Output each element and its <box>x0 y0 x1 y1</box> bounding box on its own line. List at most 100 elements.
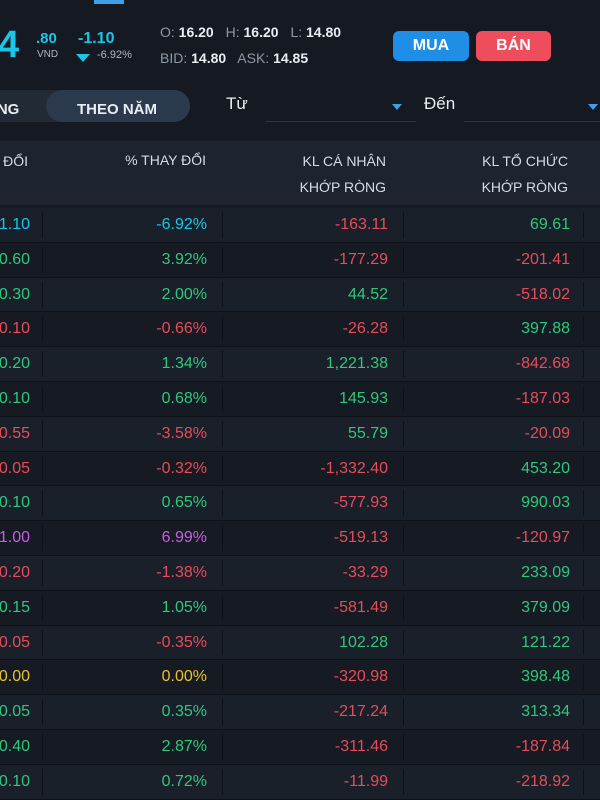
cell-institutional-net: 121.22 <box>521 633 570 651</box>
col-header-percent-change[interactable]: % THAY ĐỔI <box>125 152 206 168</box>
period-option-monthly[interactable]: ĂNG <box>0 101 20 118</box>
cell-change: 0.55 <box>0 424 30 442</box>
column-divider <box>222 559 223 586</box>
cell-percent-change: 0.68% <box>161 389 207 407</box>
table-row[interactable]: 0.20 1.34% 1,221.38 -842.68 <box>0 347 600 382</box>
cell-institutional-net: 313.34 <box>521 703 570 721</box>
currency-label: VND <box>37 49 59 60</box>
cell-individual-net: -311.46 <box>334 737 388 755</box>
column-divider <box>403 316 404 343</box>
price-change-percent: -6.92% <box>97 49 132 61</box>
column-divider <box>403 768 404 795</box>
column-divider <box>42 420 43 447</box>
to-date-label: Đến <box>424 94 456 113</box>
table-row[interactable]: 0.10 -0.66% -26.28 397.88 <box>0 312 600 348</box>
cell-institutional-net: -201.41 <box>515 250 570 268</box>
column-divider <box>42 246 43 273</box>
column-divider <box>403 351 404 377</box>
from-date-label: Từ <box>226 94 248 113</box>
cell-percent-change: 1.34% <box>161 355 207 373</box>
column-divider <box>42 385 43 412</box>
cell-institutional-net: 379.09 <box>521 598 570 616</box>
table-row[interactable]: 0.05 -0.32% -1,332.40 453.20 <box>0 451 600 487</box>
table-row[interactable]: 0.10 0.72% -11.99 -218.92 <box>0 764 600 800</box>
cell-percent-change: 2.00% <box>161 285 207 303</box>
column-divider <box>583 664 584 691</box>
table-row[interactable]: 0.30 2.00% 44.52 -518.02 <box>0 277 600 313</box>
cell-percent-change: -3.58% <box>156 424 207 442</box>
column-divider <box>403 420 404 447</box>
last-price-decimal: .80 <box>36 30 57 47</box>
col-header-institutional-net[interactable]: KL TỔ CHỨC KHỚP RÒNG <box>481 153 568 195</box>
table-row[interactable]: 0.05 -0.35% 102.28 121.22 <box>0 625 600 661</box>
cell-change: 0.15 <box>0 598 30 616</box>
cell-institutional-net: -187.03 <box>515 389 570 407</box>
column-divider <box>583 212 584 238</box>
caret-down-icon[interactable] <box>588 104 598 110</box>
column-divider <box>222 351 223 377</box>
cell-change: 0.60 <box>0 250 30 268</box>
high-label: H: <box>225 24 240 40</box>
cell-percent-change: 2.87% <box>161 737 207 755</box>
column-divider <box>42 455 43 482</box>
table-row[interactable]: 1.00 6.99% -519.13 -120.97 <box>0 521 600 556</box>
column-divider <box>42 559 43 586</box>
table-row[interactable]: 0.15 1.05% -581.49 379.09 <box>0 590 600 626</box>
period-option-yearly[interactable]: THEO NĂM <box>46 90 190 122</box>
table-body: 1.10 -6.92% -163.11 69.61 0.60 3.92% -177.29 -2… <box>0 208 600 800</box>
cell-change: 0.20 <box>0 563 30 581</box>
price-change: -1.10 <box>78 30 115 47</box>
from-date-picker[interactable] <box>266 92 416 122</box>
column-divider <box>42 490 43 517</box>
buy-button[interactable]: MUA <box>393 31 469 61</box>
table-row[interactable]: 0.55 -3.58% 55.79 -20.09 <box>0 416 600 452</box>
table-row[interactable]: 0.00 0.00% -320.98 398.48 <box>0 660 600 696</box>
bid-ask-summary: BID: 14.80 ASK: 14.85 <box>160 50 316 66</box>
column-divider <box>583 594 584 621</box>
cell-change: 0.10 <box>0 772 30 790</box>
column-divider <box>583 699 584 725</box>
table-row[interactable]: 0.20 -1.38% -33.29 233.09 <box>0 555 600 591</box>
cell-individual-net: -26.28 <box>342 320 388 338</box>
cell-percent-change: -6.92% <box>156 216 207 233</box>
table-row[interactable]: 0.05 0.35% -217.24 313.34 <box>0 695 600 730</box>
table-row[interactable]: 0.40 2.87% -311.46 -187.84 <box>0 729 600 765</box>
column-divider <box>583 455 584 482</box>
column-divider <box>403 699 404 725</box>
column-divider <box>583 490 584 517</box>
high-value: 16.20 <box>243 24 279 40</box>
caret-down-icon[interactable] <box>392 104 402 110</box>
column-divider <box>42 629 43 656</box>
cell-institutional-net: -218.92 <box>515 772 570 790</box>
column-divider <box>222 490 223 517</box>
col-header-change[interactable]: ĐỔI <box>3 153 28 169</box>
cell-percent-change: 1.05% <box>161 598 207 616</box>
cell-change: 0.10 <box>0 494 30 512</box>
column-divider <box>42 351 43 377</box>
sell-button[interactable]: BÁN <box>476 31 551 61</box>
column-divider <box>403 664 404 691</box>
cell-change: 0.30 <box>0 285 30 303</box>
to-date-picker[interactable] <box>464 92 600 122</box>
table-header: ĐỔI % THAY ĐỔI KL CÁ NHÂN KHỚP RÒNG KL T… <box>0 141 600 205</box>
column-divider <box>222 385 223 412</box>
cell-institutional-net: 398.48 <box>521 668 570 686</box>
column-divider <box>222 594 223 621</box>
quote-header: 4 .80 VND -1.10 -6.92% O: 16.20 H: 16.20… <box>0 0 600 86</box>
cell-change: 0.05 <box>0 459 30 477</box>
column-divider <box>42 316 43 343</box>
cell-individual-net: -33.29 <box>342 563 388 581</box>
table-row[interactable]: 0.10 0.68% 145.93 -187.03 <box>0 381 600 417</box>
cell-percent-change: -0.32% <box>156 459 207 477</box>
column-divider <box>583 281 584 308</box>
cell-individual-net: 55.79 <box>347 424 388 442</box>
column-divider <box>222 281 223 308</box>
cell-change: 0.20 <box>0 355 30 373</box>
table-row[interactable]: 1.10 -6.92% -163.11 69.61 <box>0 208 600 243</box>
col-header-individual-net[interactable]: KL CÁ NHÂN KHỚP RÒNG <box>299 153 386 195</box>
table-row[interactable]: 0.60 3.92% -177.29 -201.41 <box>0 242 600 278</box>
column-divider <box>222 316 223 343</box>
column-divider <box>222 525 223 551</box>
table-row[interactable]: 0.10 0.65% -577.93 990.03 <box>0 486 600 522</box>
cell-individual-net: -519.13 <box>333 529 388 547</box>
